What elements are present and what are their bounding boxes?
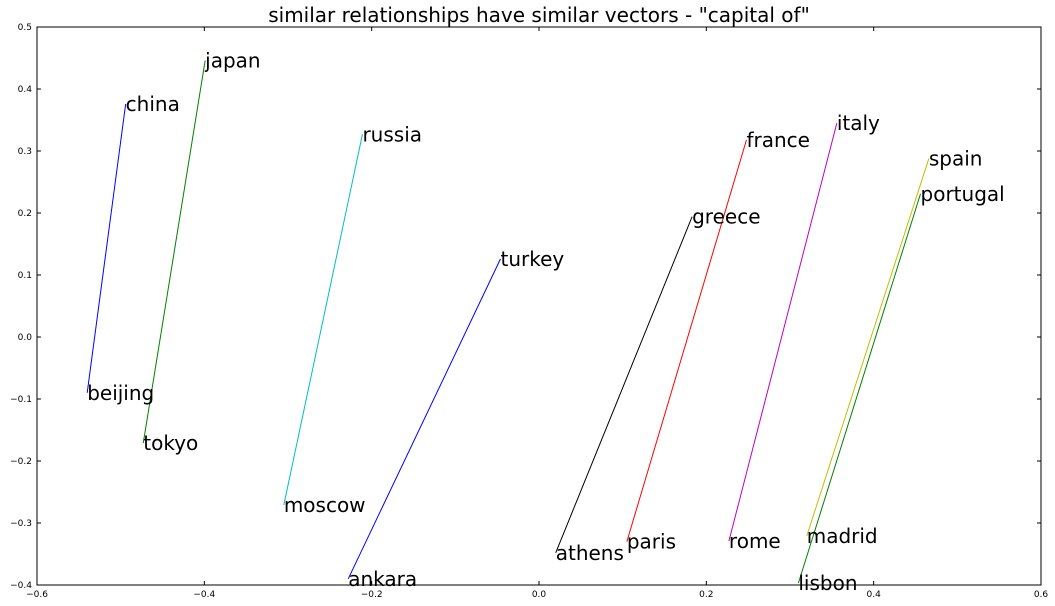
point-label-athens: athens xyxy=(556,541,624,565)
x-tick-label: 0.6 xyxy=(1034,590,1049,600)
point-label-greece: greece xyxy=(692,205,760,229)
point-label-lisbon: lisbon xyxy=(798,571,857,595)
x-tick-label: 0.2 xyxy=(699,590,713,600)
series-line-athens-greece xyxy=(555,216,693,553)
series-line-lisbon-portugal xyxy=(797,193,921,584)
y-tick-label: 0.0 xyxy=(18,333,33,343)
x-tick-label: 0.4 xyxy=(867,590,882,600)
y-tick-label: 0.4 xyxy=(18,85,33,95)
chart-title: similar relationships have similar vecto… xyxy=(268,3,810,27)
series-line-rome-italy xyxy=(728,122,838,542)
y-tick-label: −0.3 xyxy=(10,519,32,529)
x-axis-ticks xyxy=(36,27,1042,585)
y-axis-tick-labels: −0.4 −0.3 −0.2 −0.1 0.0 0.1 0.2 0.3 0.4 0.5 xyxy=(10,23,32,591)
y-tick-label: 0.3 xyxy=(18,147,32,157)
point-label-moscow: moscow xyxy=(284,493,366,517)
x-tick-label: −0.4 xyxy=(193,590,215,600)
point-label-italy: italy xyxy=(837,111,880,135)
series-line-beijing-china xyxy=(86,103,127,393)
point-label-spain: spain xyxy=(929,146,983,170)
series-line-tokyo-japan xyxy=(142,60,206,444)
y-tick-label: −0.1 xyxy=(10,395,32,405)
x-tick-label: −0.2 xyxy=(361,590,383,600)
series-line-madrid-spain xyxy=(806,158,930,537)
point-label-rome: rome xyxy=(729,529,781,553)
point-label-russia: russia xyxy=(362,122,422,146)
y-tick-label: 0.2 xyxy=(18,209,32,219)
y-tick-label: 0.5 xyxy=(18,23,32,33)
series-lines xyxy=(86,60,930,584)
y-axis-ticks xyxy=(37,26,1041,586)
x-tick-label: −0.6 xyxy=(26,590,48,600)
plot-area xyxy=(36,26,1042,586)
point-label-tokyo: tokyo xyxy=(143,431,198,455)
point-label-paris: paris xyxy=(627,530,676,554)
x-axis-tick-labels: −0.6 −0.4 −0.2 0.0 0.2 0.4 0.6 xyxy=(26,590,1048,600)
point-label-turkey: turkey xyxy=(501,247,565,271)
y-tick-label: −0.4 xyxy=(10,581,32,591)
series-line-ankara-turkey xyxy=(347,258,501,580)
point-label-ankara: ankara xyxy=(348,567,417,591)
point-label-madrid: madrid xyxy=(807,524,878,548)
y-tick-label: 0.1 xyxy=(18,271,32,281)
series-line-moscow-russia xyxy=(283,134,363,506)
series-line-paris-france xyxy=(626,139,747,542)
point-label-portugal: portugal xyxy=(921,182,1005,206)
point-labels: beijing china tokyo japan moscow russia ankara… xyxy=(87,48,1005,595)
y-tick-label: −0.2 xyxy=(10,457,32,467)
point-label-france: france xyxy=(746,128,810,152)
point-label-china: china xyxy=(126,92,180,116)
point-label-beijing: beijing xyxy=(87,381,154,405)
x-tick-label: 0.0 xyxy=(532,590,547,600)
point-label-japan: japan xyxy=(204,48,260,72)
